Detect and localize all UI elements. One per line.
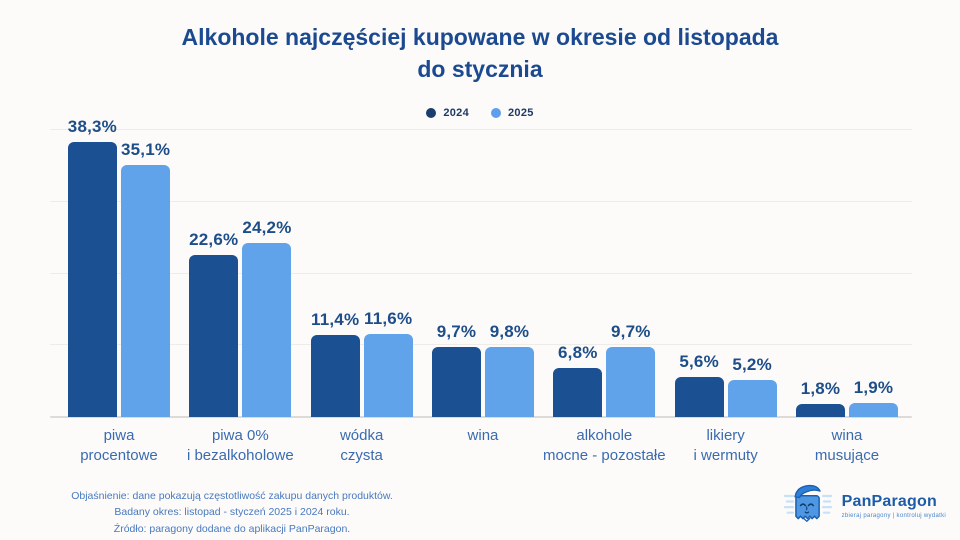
bar-2025 <box>363 333 413 417</box>
legend-dot-2025-icon <box>491 108 501 118</box>
bar-group: 5,6% 5,2% <box>674 351 777 417</box>
value-label: 5,2% <box>732 354 772 374</box>
gridline-20 <box>50 272 912 274</box>
bar-2025 <box>121 165 171 417</box>
chart-footnote: Objaśnienie: dane pokazują częstotliwość… <box>62 488 402 537</box>
bar-2024 <box>431 347 481 417</box>
value-label: 38,3% <box>67 117 117 137</box>
bar-2025 <box>242 243 292 417</box>
legend-label-2025: 2025 <box>508 107 534 119</box>
footnote-line-2: Badany okres: listopad - styczeń 2025 i … <box>114 506 350 519</box>
bar-with-label: 24,2% <box>242 218 292 417</box>
value-label: 6,8% <box>558 343 598 363</box>
bar-group: 38,3% 35,1% <box>68 117 171 417</box>
bar-2024 <box>795 404 845 417</box>
value-label: 22,6% <box>189 229 239 249</box>
logo-tagline: zbieraj paragony | kontroluj wydatki <box>841 513 946 519</box>
bar-group: 11,4% 11,6% <box>310 308 413 417</box>
value-label: 1,8% <box>800 379 841 399</box>
bar-groups: 38,3% 35,1% 22,6% 24,2% 11,4% 11,6% 9,7% 9,8% 6,… <box>68 117 898 417</box>
logo-name: PanParagon <box>841 493 937 510</box>
bar-with-label: 6,8% <box>553 343 603 417</box>
gridline-30 <box>50 200 912 202</box>
value-label: 9,7% <box>436 322 477 342</box>
bar-2024 <box>553 368 603 417</box>
bar-2024 <box>310 335 360 417</box>
bar-2024 <box>189 254 239 417</box>
bar-with-label: 9,7% <box>431 322 481 417</box>
bar-with-label: 5,6% <box>674 351 724 417</box>
bar-with-label: 5,2% <box>727 354 777 417</box>
value-label: 35,1% <box>121 140 171 160</box>
chart-plot-area: 38,3% 35,1% 22,6% 24,2% 11,4% 11,6% 9,7% 9,8% 6,… <box>50 117 912 418</box>
bar-2025 <box>484 346 534 417</box>
bar-with-label: 1,9% <box>848 378 898 417</box>
bar-group: 6,8% 9,7% <box>553 322 656 417</box>
legend-item-2024: 2024 <box>426 107 469 119</box>
bar-group: 1,8% 1,9% <box>795 378 898 417</box>
value-label: 5,6% <box>679 351 719 371</box>
legend-dot-2024-icon <box>426 108 437 118</box>
bar-with-label: 9,8% <box>484 321 534 417</box>
category-label: wina <box>467 427 499 444</box>
value-label: 9,7% <box>611 322 651 342</box>
bar-2025 <box>848 403 898 417</box>
value-label: 9,8% <box>489 321 530 341</box>
bar-with-label: 22,6% <box>189 229 239 417</box>
bar-2024 <box>67 142 117 417</box>
category-label: piwa procentowe <box>80 427 158 464</box>
bar-with-label: 11,6% <box>363 308 413 417</box>
gridline-10 <box>50 344 912 346</box>
bar-group: 22,6% 24,2% <box>189 218 292 417</box>
panparagon-mascot-icon <box>783 484 832 522</box>
panparagon-logo: PanParagon zbieraj paragony | kontroluj … <box>782 482 946 530</box>
chart-legend: 2024 2025 <box>0 107 960 119</box>
gridline-40 <box>50 129 912 130</box>
footnote-line-1: Objaśnienie: dane pokazują częstotliwość… <box>71 490 393 502</box>
legend-label-2024: 2024 <box>443 107 469 119</box>
bar-with-label: 38,3% <box>68 117 117 417</box>
x-axis-baseline <box>50 416 912 418</box>
bar-with-label: 11,4% <box>310 310 360 417</box>
bar-2025 <box>727 379 777 417</box>
category-label: wina musujące <box>814 427 880 464</box>
value-label: 11,4% <box>311 310 360 330</box>
bar-2024 <box>674 376 724 417</box>
bar-2025 <box>606 347 656 417</box>
category-label: piwa 0% i bezalkoholowe <box>186 427 294 464</box>
value-label: 1,9% <box>853 378 894 398</box>
footnote-line-3: Źródło: paragony dodane do aplikacji Pan… <box>113 522 351 535</box>
page-title: Alkohole najczęściej kupowane w okresie … <box>181 24 779 82</box>
value-label: 11,6% <box>364 308 413 328</box>
category-label: wódka czysta <box>339 427 384 464</box>
category-label: alkohole mocne - pozostałe <box>543 427 666 464</box>
value-label: 24,2% <box>242 218 292 238</box>
legend-item-2025: 2025 <box>491 107 534 119</box>
category-label: likiery i wermuty <box>693 427 758 464</box>
bar-with-label: 1,8% <box>795 379 845 417</box>
bar-group: 9,7% 9,8% <box>431 321 534 417</box>
bar-with-label: 35,1% <box>121 140 171 417</box>
category-labels: piwa procentowe piwa 0% i bezalkoholowe wó… <box>68 426 898 465</box>
bar-chart: 38,3% 35,1% 22,6% 24,2% 11,4% 11,6% 9,7% 9,8% 6,… <box>50 117 912 465</box>
bar-with-label: 9,7% <box>606 322 656 417</box>
